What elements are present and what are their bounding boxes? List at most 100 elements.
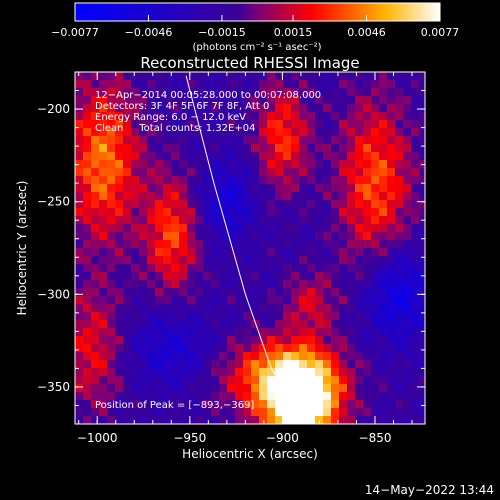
- heatmap-cell: [75, 408, 84, 417]
- heatmap-cell: [299, 272, 308, 281]
- heatmap-cell: [355, 136, 364, 145]
- heatmap-cell: [131, 128, 140, 137]
- heatmap-cell: [243, 304, 252, 313]
- heatmap-cell: [155, 376, 164, 385]
- heatmap-cell: [283, 336, 292, 345]
- heatmap-cell: [403, 248, 412, 257]
- heatmap-cell: [147, 96, 156, 105]
- heatmap-cell: [139, 80, 148, 89]
- heatmap-cell: [155, 352, 164, 361]
- heatmap-cell: [355, 264, 364, 273]
- heatmap-cell: [83, 352, 92, 361]
- heatmap-cell: [91, 408, 100, 417]
- heatmap-cell: [355, 200, 364, 209]
- heatmap-cell: [331, 400, 340, 409]
- heatmap-cell: [115, 160, 124, 169]
- heatmap-cell: [251, 136, 260, 145]
- heatmap-cell: [99, 344, 108, 353]
- heatmap-cell: [251, 120, 260, 129]
- heatmap-cell: [355, 216, 364, 225]
- heatmap-cell: [115, 368, 124, 377]
- heatmap-cell: [139, 336, 148, 345]
- y-axis-label: Heliocentric Y (arcsec): [15, 181, 29, 316]
- heatmap-cell: [403, 288, 412, 297]
- heatmap-cell: [75, 416, 84, 424]
- heatmap-cell: [347, 400, 356, 409]
- heatmap-cell: [163, 248, 172, 257]
- heatmap-cell: [395, 392, 404, 401]
- heatmap-cell: [323, 272, 332, 281]
- heatmap-cell: [139, 288, 148, 297]
- heatmap-cell: [339, 344, 348, 353]
- heatmap-cell: [115, 304, 124, 313]
- x-axis-label: Heliocentric X (arcsec): [182, 447, 318, 461]
- heatmap-cell: [91, 160, 100, 169]
- heatmap-cell: [131, 320, 140, 329]
- heatmap-cell: [315, 256, 324, 265]
- heatmap-cell: [259, 256, 268, 265]
- heatmap-cell: [379, 368, 388, 377]
- heatmap-cell: [347, 384, 356, 393]
- heatmap-cell: [171, 304, 180, 313]
- heatmap-cell: [355, 408, 364, 417]
- heatmap-cell: [99, 112, 108, 121]
- heatmap-cell: [403, 88, 412, 97]
- heatmap-cell: [411, 216, 420, 225]
- heatmap-cell: [411, 344, 420, 353]
- heatmap-cell: [235, 360, 244, 369]
- heatmap-cell: [187, 224, 196, 233]
- info-line-detectors: Detectors: 3F 4F 5F 6F 7F 8F, Att 0: [95, 101, 269, 112]
- heatmap-cell: [155, 280, 164, 289]
- heatmap-cell: [283, 224, 292, 233]
- heatmap-cell: [371, 376, 380, 385]
- heatmap-cell: [251, 376, 260, 385]
- heatmap-cell: [419, 168, 425, 177]
- heatmap-cell: [307, 216, 316, 225]
- heatmap-cell: [347, 128, 356, 137]
- heatmap-cell: [251, 232, 260, 241]
- heatmap-cell: [291, 216, 300, 225]
- heatmap-cell: [91, 224, 100, 233]
- heatmap-cell: [267, 144, 276, 153]
- heatmap-cell: [123, 392, 132, 401]
- heatmap-cell: [147, 304, 156, 313]
- heatmap-cell: [179, 184, 188, 193]
- heatmap-cell: [339, 192, 348, 201]
- heatmap-cell: [259, 144, 268, 153]
- heatmap-cell: [395, 168, 404, 177]
- heatmap-cell: [323, 88, 332, 97]
- heatmap-cell: [387, 344, 396, 353]
- heatmap-cell: [91, 328, 100, 337]
- heatmap-cell: [347, 288, 356, 297]
- heatmap-cell: [227, 184, 236, 193]
- heatmap-cell: [91, 216, 100, 225]
- heatmap-cell: [395, 80, 404, 89]
- heatmap-cell: [315, 232, 324, 241]
- heatmap-cell: [163, 72, 172, 81]
- heatmap-cell: [275, 176, 284, 185]
- heatmap-cell: [195, 240, 204, 249]
- heatmap-cell: [347, 152, 356, 161]
- heatmap-cell: [403, 160, 412, 169]
- heatmap-cell: [411, 120, 420, 129]
- heatmap-cell: [411, 104, 420, 113]
- heatmap-cell: [123, 384, 132, 393]
- heatmap-cell: [363, 304, 372, 313]
- heatmap-cell: [251, 160, 260, 169]
- heatmap-cell: [163, 88, 172, 97]
- heatmap-cell: [267, 400, 276, 409]
- heatmap-cell: [163, 320, 172, 329]
- heatmap-cell: [235, 376, 244, 385]
- heatmap-cell: [107, 376, 116, 385]
- heatmap-cell: [99, 392, 108, 401]
- heatmap-cell: [363, 248, 372, 257]
- heatmap-cell: [211, 344, 220, 353]
- heatmap-cell: [187, 184, 196, 193]
- heatmap-cell: [131, 352, 140, 361]
- y-tick-label: −200: [37, 102, 70, 116]
- heatmap-cell: [323, 248, 332, 257]
- heatmap-cell: [275, 136, 284, 145]
- heatmap-cell: [291, 120, 300, 129]
- heatmap-cell: [235, 80, 244, 89]
- heatmap-cell: [123, 104, 132, 113]
